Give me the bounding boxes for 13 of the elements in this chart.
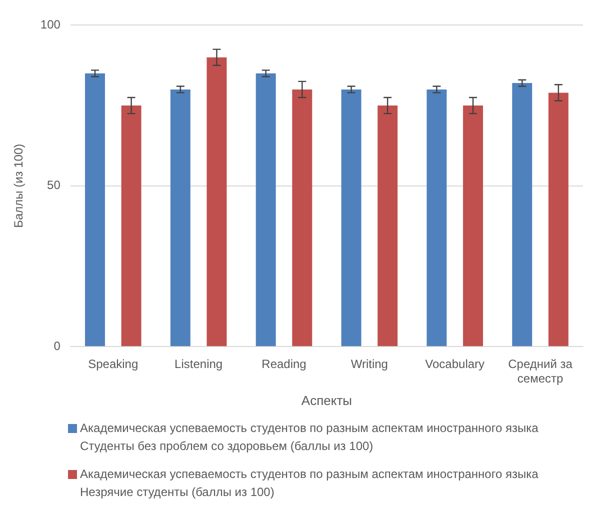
x-tick-label: Reading	[262, 357, 306, 372]
y-tick-label: 0	[54, 338, 61, 353]
y-axis-title: Баллы (из 100)	[12, 144, 26, 228]
x-tick-label: Speaking	[88, 357, 138, 372]
x-tick-label: Writing	[350, 357, 388, 372]
legend-label: Академическая успеваемость студентов по разным аспектам иностранного языка Студенты без проблем со здоровьем (баллы из 100)	[80, 420, 540, 455]
legend-label: Академическая успеваемость студентов по разным аспектам иностранного языка Незрячие студенты (баллы из 100)	[80, 466, 540, 501]
x-tick-label: Vocabulary	[425, 357, 485, 372]
y-tick-label: 100	[40, 18, 61, 32]
x-axis-title: Аспекты	[301, 392, 352, 408]
y-tick-label: 50	[47, 178, 61, 192]
x-tick-label: Средний за семестр	[508, 357, 573, 386]
x-tick-label: Listening	[174, 357, 223, 372]
